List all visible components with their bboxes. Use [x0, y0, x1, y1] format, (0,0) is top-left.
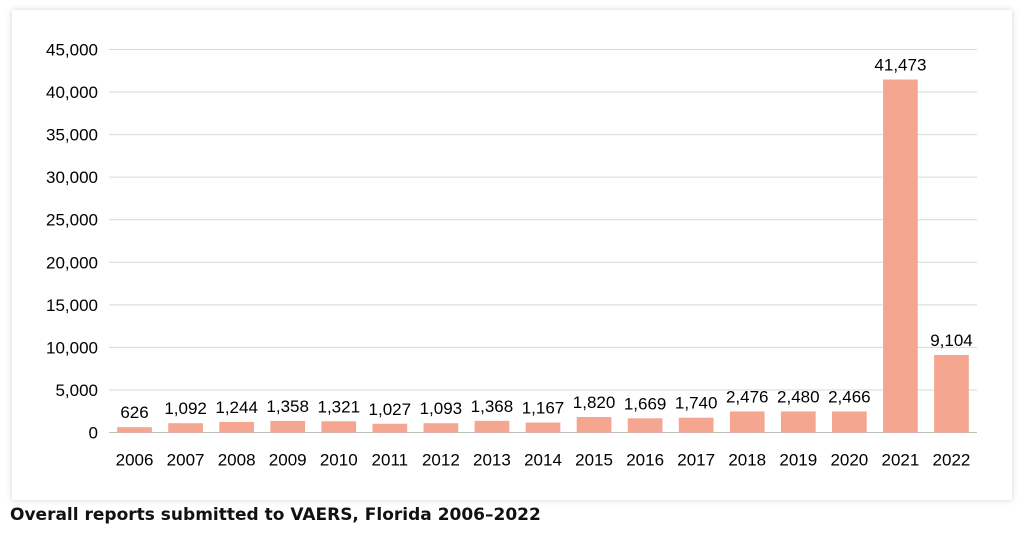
x-tick-label: 2014: [524, 451, 562, 470]
data-label: 2,476: [726, 387, 769, 406]
data-label: 1,820: [573, 393, 616, 412]
data-label: 1,244: [215, 398, 258, 417]
data-label: 41,473: [874, 56, 926, 75]
bar-2016: [627, 418, 663, 433]
x-tick-label: 2007: [167, 451, 205, 470]
y-tick-label: 15,000: [46, 296, 98, 315]
x-tick-label: 2018: [728, 451, 766, 470]
data-label: 626: [120, 403, 148, 422]
data-label: 9,104: [930, 331, 973, 350]
x-tick-label: 2010: [320, 451, 358, 470]
x-tick-label: 2012: [422, 451, 460, 470]
data-label: 1,358: [266, 397, 309, 416]
y-tick-label: 0: [89, 424, 98, 443]
bar-2020: [831, 411, 867, 433]
y-tick-label: 35,000: [46, 126, 98, 145]
x-tick-label: 2017: [677, 451, 715, 470]
data-label: 2,466: [828, 388, 871, 407]
bar-2015: [576, 417, 612, 433]
bar-2011: [372, 423, 408, 433]
x-tick-label: 2006: [116, 451, 154, 470]
bar-2019: [780, 411, 816, 433]
bar-2013: [474, 420, 510, 433]
bar-2021: [883, 79, 918, 433]
y-tick-label: 10,000: [46, 338, 98, 357]
chart-caption: Overall reports submitted to VAERS, Flor…: [10, 505, 541, 525]
bar-2006: [117, 427, 152, 433]
bar-2007: [168, 423, 203, 433]
x-tick-label: 2008: [218, 451, 256, 470]
x-tick-label: 2011: [372, 451, 409, 470]
x-tick-label: 2015: [575, 451, 613, 470]
y-tick-label: 45,000: [46, 41, 98, 60]
data-label: 1,092: [164, 399, 207, 418]
bar-2022: [934, 355, 969, 433]
data-label: 1,167: [522, 399, 565, 418]
bar-2012: [423, 423, 459, 433]
y-tick-label: 30,000: [46, 168, 98, 187]
x-tick-label: 2016: [626, 451, 664, 470]
x-tick-label: 2022: [933, 451, 971, 470]
bar-2014: [525, 422, 561, 433]
y-tick-label: 5,000: [55, 381, 98, 400]
data-label: 1,669: [624, 394, 667, 413]
bar-2010: [321, 421, 357, 433]
y-tick-label: 20,000: [46, 253, 98, 272]
y-tick-label: 25,000: [46, 211, 98, 230]
data-label: 1,740: [675, 394, 718, 413]
bar-chart: 0 5,000 10,000 15,000 20,000 25,000 30,000 35,0…: [46, 41, 977, 470]
data-label: 1,321: [317, 397, 360, 416]
data-label: 1,027: [369, 400, 412, 419]
chart-frame: 0 5,000 10,000 15,000 20,000 25,000 30,000 35,0…: [12, 10, 1012, 500]
x-tick-label: 2021: [881, 451, 919, 470]
x-tick-label: 2020: [830, 451, 868, 470]
bar-2008: [219, 421, 255, 433]
bar-2009: [270, 420, 306, 433]
y-tick-label: 40,000: [46, 83, 98, 102]
data-label: 1,368: [471, 397, 514, 416]
data-label: 1,093: [420, 399, 463, 418]
x-tick-label: 2019: [779, 451, 817, 470]
bar-2017: [678, 417, 714, 433]
x-tick-label: 2013: [473, 451, 511, 470]
x-tick-label: 2009: [269, 451, 307, 470]
data-label: 2,480: [777, 387, 820, 406]
bar-2018: [729, 411, 765, 433]
